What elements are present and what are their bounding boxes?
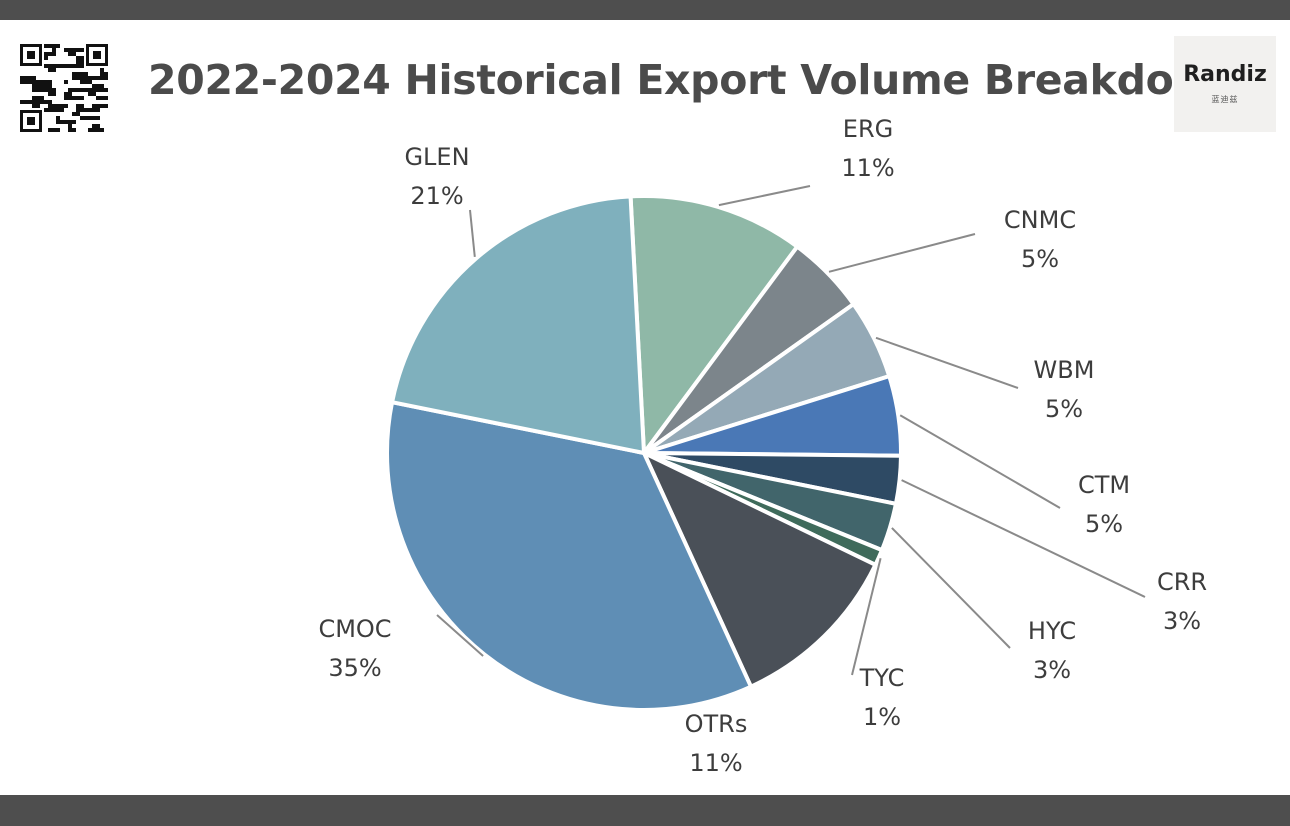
slice-label-wbm: WBM (1034, 356, 1095, 384)
logo-text: Randiz (1183, 62, 1267, 87)
pie-chart: ERG 11% CNMC 5% WBM 5% CTM 5% CRR 3% HYC 3% TYC 1% OTR… (318, 115, 1207, 777)
leader-line-crr (901, 479, 1146, 598)
slice-value-wbm: 5% (1045, 395, 1083, 423)
leader-line-cnmc (828, 233, 976, 273)
slice-label-otrs: OTRs (685, 710, 748, 738)
slice-label-glen: GLEN (404, 143, 469, 171)
slice-label-cmoc: CMOC (318, 615, 391, 643)
bottom-bar (0, 795, 1290, 826)
leader-line-ctm (899, 414, 1061, 509)
pie-slice-cmoc (385, 400, 753, 712)
slice-value-glen: 21% (410, 182, 463, 210)
brand-logo: Randiz 蓝迪兹 (1174, 36, 1276, 132)
leader-line-erg (718, 185, 811, 207)
slice-label-tyc: TYC (859, 664, 905, 692)
slice-value-cnmc: 5% (1021, 245, 1059, 273)
page-title: 2022-2024 Historical Export Volume Break… (148, 56, 1240, 104)
slice-value-otrs: 11% (689, 749, 742, 777)
leader-line-hyc (891, 527, 1011, 649)
slice-value-erg: 11% (841, 154, 894, 182)
pie-slice-glen (390, 194, 646, 455)
slice-value-ctm: 5% (1085, 510, 1123, 538)
slice-label-ctm: CTM (1078, 471, 1130, 499)
slice-label-crr: CRR (1157, 568, 1207, 596)
slice-value-hyc: 3% (1033, 656, 1071, 684)
slice-label-hyc: HYC (1028, 617, 1076, 645)
leader-line-glen (469, 209, 476, 258)
slice-value-tyc: 1% (863, 703, 901, 731)
pie-slice-otrs (642, 451, 878, 689)
leader-line-cmoc (436, 614, 484, 657)
top-bar (0, 0, 1290, 20)
slice-value-crr: 3% (1163, 607, 1201, 635)
pie-slice-erg (628, 193, 800, 455)
leader-line-wbm (875, 336, 1019, 389)
slice-label-cnmc: CNMC (1004, 206, 1076, 234)
logo-subtext: 蓝迪兹 (1211, 95, 1239, 104)
pie-slices (385, 193, 903, 712)
slice-value-cmoc: 35% (328, 654, 381, 682)
slide: 2022-2024 Historical Export Volume Break… (0, 20, 1290, 795)
slice-labels: ERG 11% CNMC 5% WBM 5% CTM 5% CRR 3% HYC 3% TYC 1% OTR… (318, 115, 1207, 777)
leader-line-tyc (851, 558, 882, 676)
leader-lines (436, 185, 1146, 676)
slice-label-erg: ERG (843, 115, 893, 143)
qr-code-icon (20, 44, 108, 132)
